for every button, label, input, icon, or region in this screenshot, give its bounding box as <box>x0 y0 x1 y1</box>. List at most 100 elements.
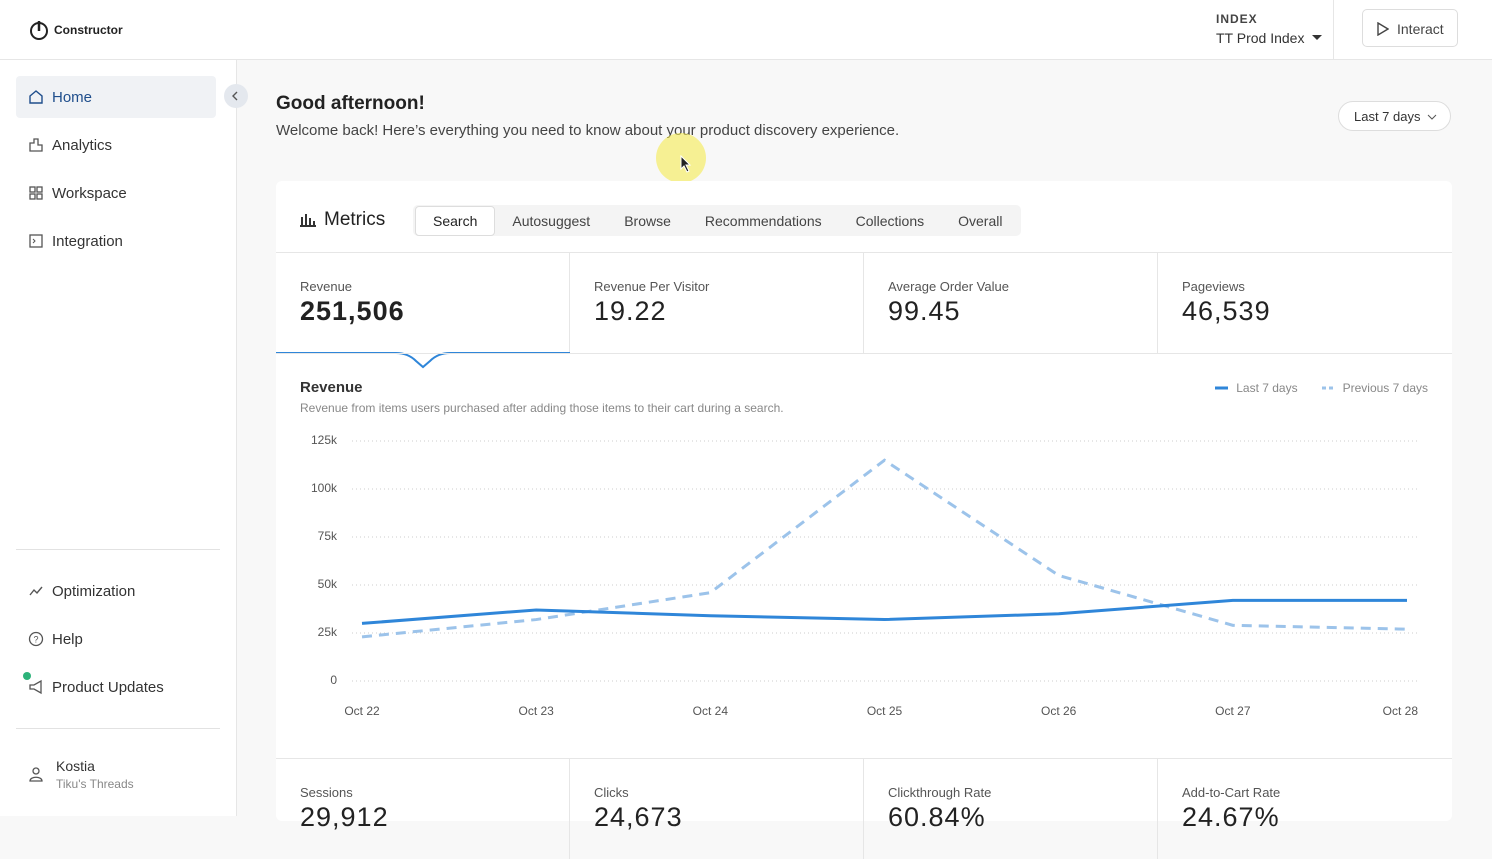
x-tick-label: Oct 23 <box>518 704 554 718</box>
kpi-value: 99.45 <box>888 296 961 326</box>
kpi-label: Revenue Per Visitor <box>594 279 710 294</box>
range-label: Last 7 days <box>1354 109 1421 124</box>
caret <box>1312 35 1322 40</box>
legend-swatch <box>1215 386 1229 390</box>
welcome: Welcome back! Here’s everything you need… <box>276 122 900 139</box>
chart-title: Revenue <box>300 379 363 396</box>
legend-item[interactable]: Last 7 days <box>1215 381 1298 395</box>
y-tick-label: 50k <box>318 577 338 591</box>
kpi-label: Pageviews <box>1182 279 1245 294</box>
tab[interactable]: Autosuggest <box>512 212 591 229</box>
legend-item[interactable]: Previous 7 days <box>1321 381 1428 395</box>
y-tick-label: 75k <box>318 529 338 543</box>
icon <box>29 138 43 152</box>
logo-icon <box>30 21 48 40</box>
kpi-value: 29,912 <box>300 802 389 832</box>
nav-item[interactable]: Optimization <box>16 570 216 612</box>
kpi-label: Add-to-Cart Rate <box>1182 785 1281 800</box>
divider <box>1333 0 1334 59</box>
tab[interactable]: Overall <box>958 212 1003 229</box>
kpi-value: 19.22 <box>594 296 667 326</box>
nav-label: Optimization <box>52 582 136 600</box>
line <box>361 598 1407 625</box>
kpi[interactable]: Pageviews 46,539 <box>1158 253 1452 353</box>
kpi[interactable]: Clicks 24,673 <box>570 759 864 859</box>
kpi-label: Clicks <box>594 785 629 800</box>
kpi-label: Average Order Value <box>888 279 1009 294</box>
user-icon <box>29 767 43 782</box>
tab[interactable]: Collections <box>855 212 925 229</box>
chart: 0 25k 50k 75k 100k 125k Oct 22 Oct 23 Oct 24 Oct … <box>311 433 1419 718</box>
kpi-row: Revenue 251,506 Revenue Per Visitor 19.22 Av… <box>276 253 1452 353</box>
icon <box>29 234 43 248</box>
nav-item[interactable]: Analytics <box>16 124 216 166</box>
index-label: INDEX <box>1216 12 1258 26</box>
kpi-value: 251,506 <box>300 296 405 326</box>
icon <box>29 90 43 104</box>
index-select[interactable]: TT Prod Index <box>1216 30 1305 46</box>
divider <box>16 728 220 729</box>
nav-label: Integration <box>52 232 123 250</box>
legend: Last 7 days Previous 7 days <box>1215 381 1428 395</box>
x-tick-label: Oct 22 <box>344 704 380 718</box>
line <box>361 458 1408 639</box>
header: Constructor INDEX TT Prod Index Interact <box>0 0 1492 60</box>
divider <box>16 549 220 550</box>
kpi[interactable]: Revenue 251,506 <box>276 253 570 353</box>
nav-item[interactable]: Product Updates <box>16 666 216 708</box>
svg-text:?: ? <box>33 634 38 644</box>
tab[interactable]: Search <box>415 205 496 236</box>
x-tick-label: Oct 25 <box>867 704 903 718</box>
badge <box>23 672 31 680</box>
metrics-icon <box>300 214 316 227</box>
nav-item[interactable]: ? Help <box>16 618 216 660</box>
metrics-card: Metrics Search Autosuggest Browse Recommend… <box>276 181 1452 859</box>
icon <box>232 91 238 101</box>
icon <box>29 186 43 200</box>
greeting: Good afternoon! <box>276 93 425 114</box>
kpi-value: 24,673 <box>594 802 683 832</box>
legend-swatch <box>1321 386 1335 390</box>
range-select[interactable]: Last 7 days <box>1338 101 1451 131</box>
kpi[interactable]: Clickthrough Rate 60.84% <box>864 759 1158 859</box>
kpi[interactable]: Revenue Per Visitor 19.22 <box>570 253 864 353</box>
play-icon <box>1377 22 1389 36</box>
divider <box>276 758 1452 759</box>
nav-label: Home <box>52 88 93 106</box>
collapse-button[interactable] <box>224 84 248 108</box>
kpi[interactable]: Add-to-Cart Rate 24.67% <box>1158 759 1452 859</box>
nav-item[interactable]: Home <box>16 76 216 118</box>
y-tick-label: 100k <box>311 481 338 495</box>
tab[interactable]: Recommendations <box>704 212 822 229</box>
kpi[interactable]: Sessions 29,912 <box>276 759 570 859</box>
legend-label: Last 7 days <box>1236 381 1298 395</box>
y-tick-label: 125k <box>311 433 338 447</box>
nav-item[interactable]: Integration <box>16 220 216 262</box>
tabs: Search Autosuggest Browse Recommendations Co… <box>413 205 1022 236</box>
divider <box>276 353 1452 354</box>
kpi-value: 46,539 <box>1182 296 1271 326</box>
logo[interactable]: Constructor <box>54 23 123 37</box>
kpi-value: 60.84% <box>888 802 986 832</box>
y-tick-label: 25k <box>318 625 338 639</box>
metrics-title: Metrics <box>324 209 386 230</box>
y-tick-label: 0 <box>330 673 337 687</box>
icon <box>29 586 43 596</box>
kpi-label: Clickthrough Rate <box>888 785 992 800</box>
interact-button[interactable]: Interact <box>1362 9 1458 47</box>
kpi-label: Sessions <box>300 785 353 800</box>
nav-label: Analytics <box>52 136 113 154</box>
kpi[interactable]: Average Order Value 99.45 <box>864 253 1158 353</box>
nav-item[interactable]: Workspace <box>16 172 216 214</box>
icon: ? <box>28 631 44 647</box>
cursor <box>680 155 692 173</box>
x-tick-label: Oct 26 <box>1041 704 1077 718</box>
icon <box>29 679 42 695</box>
tab[interactable]: Browse <box>624 212 671 229</box>
x-tick-label: Oct 24 <box>693 704 729 718</box>
divider <box>276 252 1452 253</box>
kpi-value: 24.67% <box>1182 802 1280 832</box>
x-tick-label: Oct 28 <box>1383 704 1419 718</box>
user-name[interactable]: Kostia <box>56 758 95 774</box>
